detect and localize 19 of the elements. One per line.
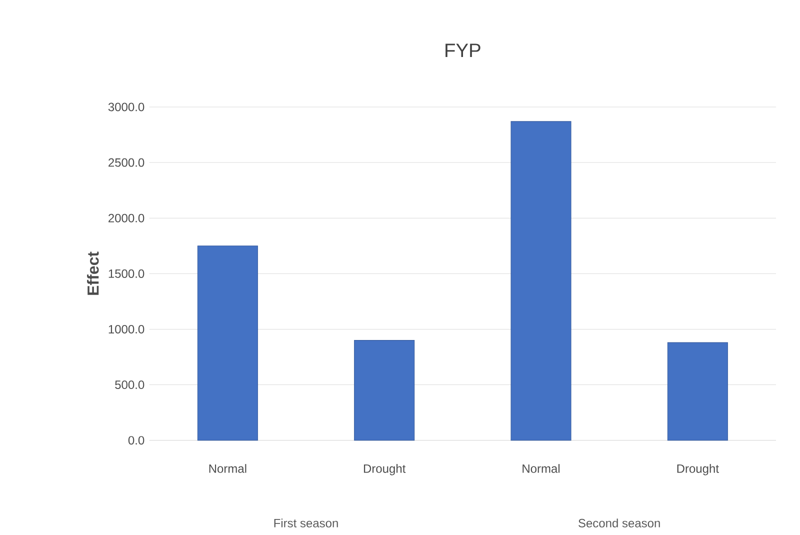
y-tick-label: 500.0 xyxy=(115,380,144,390)
y-tick-label: 0.0 xyxy=(128,436,144,445)
y-tick-label: 1500.0 xyxy=(108,269,144,278)
y-tick-label: 3000.0 xyxy=(108,102,144,112)
text: Second season xyxy=(578,518,660,528)
y-tick-label: 2000.0 xyxy=(108,214,144,222)
bar xyxy=(510,121,572,441)
y-axis-title: Effect xyxy=(87,252,99,295)
bar xyxy=(197,246,258,441)
chart-title: FYP xyxy=(446,44,480,57)
x-tick-label: Drought xyxy=(364,464,406,476)
y-tick-label: 1000.0 xyxy=(108,324,144,334)
text: First season xyxy=(274,518,338,528)
x-tick-label: Drought xyxy=(677,464,719,476)
x-tick-label: Normal xyxy=(209,464,246,473)
y-tick-label: 2500.0 xyxy=(108,158,144,167)
x-tick-label: Normal xyxy=(522,464,560,473)
bar xyxy=(354,340,415,441)
bar xyxy=(667,342,728,441)
